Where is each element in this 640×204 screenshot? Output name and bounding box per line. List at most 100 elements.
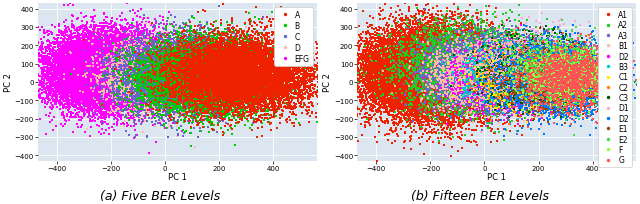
Point <box>381 93 391 97</box>
Point <box>437 98 447 101</box>
Point <box>212 70 222 73</box>
Point <box>200 71 210 75</box>
Point <box>138 68 148 71</box>
Point <box>216 92 227 95</box>
Point <box>61 94 72 98</box>
Point <box>544 65 554 68</box>
Point <box>207 94 218 97</box>
Point <box>48 60 58 63</box>
Point <box>206 74 216 78</box>
Point <box>129 100 139 104</box>
Point <box>525 80 536 84</box>
Point <box>121 85 131 89</box>
Point <box>438 70 448 73</box>
Point <box>470 60 481 63</box>
Point <box>228 37 238 40</box>
Point <box>89 102 99 106</box>
Point <box>505 100 515 103</box>
Point <box>405 80 415 84</box>
Point <box>407 84 417 88</box>
Point <box>567 112 577 115</box>
Point <box>490 131 500 134</box>
Point <box>377 90 387 93</box>
Point <box>477 67 488 70</box>
Point <box>576 87 586 90</box>
Point <box>465 91 475 95</box>
Point <box>180 89 191 92</box>
Point <box>72 73 82 76</box>
Point <box>548 61 559 64</box>
Point <box>584 80 595 84</box>
Point <box>456 57 467 60</box>
Point <box>266 95 276 98</box>
Point <box>396 78 406 82</box>
Point <box>420 53 430 57</box>
Point <box>57 48 67 51</box>
Point <box>408 77 419 80</box>
Point <box>448 49 458 52</box>
Point <box>454 65 464 68</box>
Point <box>547 57 557 60</box>
Point <box>177 82 187 85</box>
Point <box>228 70 238 73</box>
Point <box>71 92 81 96</box>
Point <box>188 67 198 70</box>
Point <box>180 82 190 85</box>
Point <box>138 85 148 89</box>
Point <box>108 78 118 81</box>
Point <box>473 66 483 70</box>
Point <box>431 80 441 83</box>
Point <box>127 48 138 52</box>
Point <box>37 51 47 54</box>
Point <box>497 87 508 90</box>
Point <box>200 53 210 56</box>
Point <box>92 69 102 72</box>
Point <box>108 43 118 46</box>
Point <box>376 52 387 56</box>
Point <box>70 63 80 66</box>
Point <box>478 66 488 70</box>
Point <box>118 60 128 63</box>
Point <box>266 65 276 69</box>
Point <box>83 68 93 71</box>
Point <box>51 66 61 70</box>
Point <box>150 75 161 79</box>
Point <box>188 55 198 59</box>
Point <box>234 70 244 74</box>
Point <box>573 67 584 70</box>
Point <box>539 61 549 64</box>
Point <box>193 53 204 56</box>
Point <box>483 66 493 69</box>
Point <box>424 69 434 72</box>
Point <box>401 88 411 91</box>
Point <box>170 96 180 99</box>
Point <box>200 71 211 74</box>
Point <box>129 74 140 78</box>
Point <box>256 66 266 69</box>
Point <box>117 82 127 85</box>
Point <box>586 97 596 100</box>
Point <box>547 89 557 92</box>
Point <box>89 89 99 92</box>
Point <box>530 73 540 77</box>
Point <box>127 74 137 77</box>
Point <box>499 37 509 40</box>
Point <box>211 87 221 90</box>
Point <box>145 86 156 89</box>
Point <box>98 64 108 67</box>
Point <box>516 65 526 68</box>
Point <box>210 78 220 81</box>
Point <box>401 97 412 100</box>
Point <box>115 52 125 55</box>
Point <box>423 56 433 59</box>
Point <box>455 62 465 65</box>
Point <box>118 89 128 92</box>
Point <box>131 73 141 77</box>
Point <box>141 91 152 95</box>
Point <box>118 70 129 73</box>
Point <box>425 112 435 115</box>
Point <box>368 90 378 94</box>
Point <box>444 70 454 73</box>
Point <box>563 85 573 89</box>
Point <box>540 94 550 98</box>
